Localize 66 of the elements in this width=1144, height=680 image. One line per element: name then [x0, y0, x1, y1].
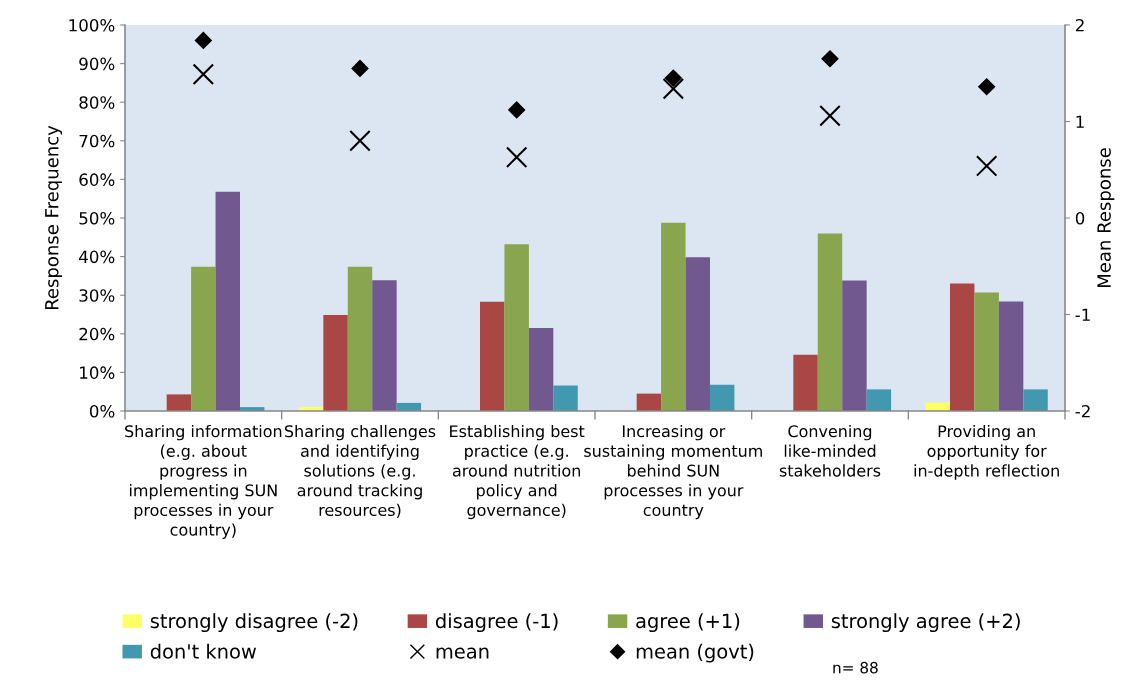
bar: [950, 283, 975, 411]
bar: [347, 266, 373, 411]
point: [194, 31, 212, 49]
bar: [709, 384, 735, 411]
bar: [323, 314, 348, 411]
bar: [685, 257, 710, 411]
bar: [866, 389, 892, 411]
point: [662, 77, 685, 100]
x-tick-label: Sharing information (e.g. about progress in implementing SUN processes in your country): [125, 424, 282, 539]
point: [978, 78, 996, 96]
y-tick-label: 50%: [79, 211, 115, 225]
bar: [553, 385, 578, 411]
point: [821, 50, 839, 68]
y2-tick-label: 0: [1075, 211, 1085, 225]
legend-label: don't know: [150, 643, 256, 659]
legend-label: strongly disagree (-2): [150, 613, 358, 633]
y-axis-title: Response Frequency: [45, 125, 63, 310]
bar: [1023, 389, 1048, 411]
bar: [842, 280, 867, 411]
y-tick-label: 10%: [80, 366, 115, 379]
bar: [998, 301, 1024, 411]
bar: [817, 233, 843, 411]
y2-tick-label: 2: [1075, 18, 1084, 32]
bar: [480, 301, 505, 411]
bar: [166, 394, 192, 411]
legend-label: mean: [436, 647, 489, 659]
point: [505, 146, 528, 168]
x-tick-label: Increasing or sustaining momentum behind SUN processes in your country: [584, 424, 762, 520]
bar: [215, 191, 240, 411]
y-tick-label: 30%: [79, 289, 115, 302]
x-tick-label: Establishing best practice (e.g. around nutrition policy and governance): [450, 424, 585, 520]
point: [351, 59, 369, 77]
point: [664, 69, 682, 87]
bar: [372, 280, 397, 411]
y-tick-label: 80%: [79, 96, 115, 109]
legend-label: mean (govt): [636, 643, 754, 663]
bar: [528, 328, 554, 411]
point: [975, 155, 998, 177]
bar: [793, 354, 818, 411]
bar: [661, 222, 686, 411]
bar: [636, 393, 662, 411]
y2-axis-title: Mean Response: [1097, 148, 1115, 288]
y2-tick-label: 1: [1076, 115, 1084, 128]
y-tick-label: 40%: [79, 250, 115, 264]
text: n= 88: [833, 661, 878, 674]
y2-tick-label: -2: [1075, 404, 1090, 418]
legend-label: agree (+1): [636, 613, 740, 633]
y-tick-label: 20%: [79, 327, 115, 341]
y-tick-label: 90%: [79, 57, 115, 71]
point: [508, 101, 526, 119]
point: [819, 104, 841, 127]
point: [349, 130, 371, 152]
point: [192, 63, 215, 85]
bar: [504, 244, 529, 411]
y-tick-label: 60%: [79, 173, 115, 186]
legend-label: strongly agree (+2): [831, 613, 1020, 633]
legend-label: disagree (-1): [435, 613, 558, 633]
x-tick-label: Providing an opportunity for in-depth reflection: [914, 424, 1059, 480]
y-tick-label: 100%: [69, 18, 115, 32]
bar: [191, 266, 216, 411]
bar: [974, 292, 999, 411]
y2-tick-label: -1: [1075, 308, 1090, 321]
y-tick-label: 70%: [79, 134, 115, 148]
x-tick-label: Convening like-minded stakeholders: [779, 424, 881, 477]
y-tick-label: 0%: [89, 404, 115, 418]
x-tick-label: Sharing challenges and identifying solutions (e.g. around tracking resources): [284, 424, 436, 518]
